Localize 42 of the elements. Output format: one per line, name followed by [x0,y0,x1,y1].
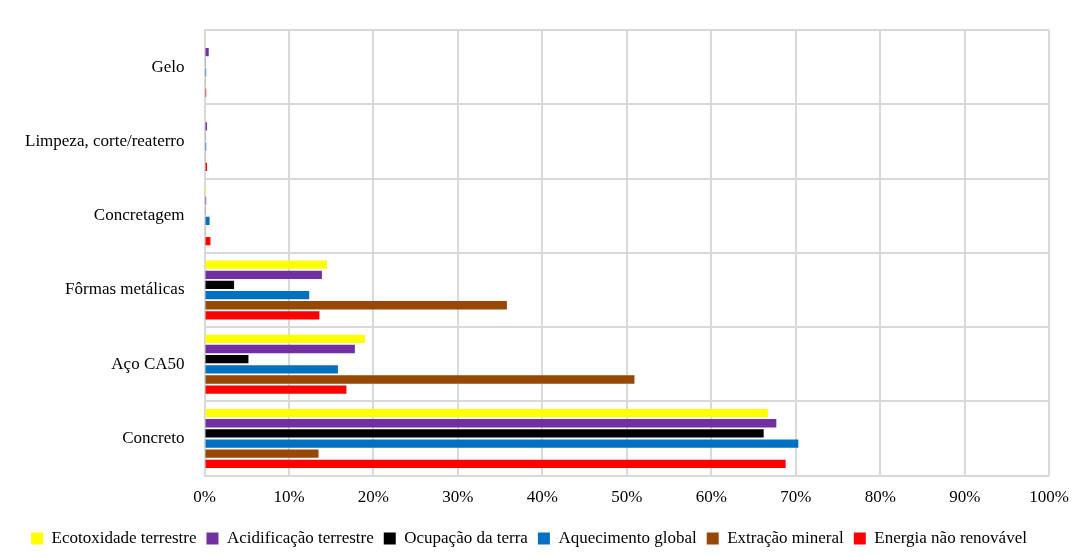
legend-label: Acidificação terrestre [226,527,374,547]
bar [205,290,310,300]
y-tick-label: Concretagem [93,205,185,225]
x-tick-label: 30% [442,487,474,507]
x-tick-label: 20% [357,487,390,507]
bar [205,301,507,310]
bar [205,216,210,226]
bar [205,334,365,344]
x-tick-label: 100% [1029,487,1070,507]
legend-label: Ocupação da terra [404,527,529,547]
legend-label: Extração mineral [727,527,845,547]
bar [205,419,777,428]
bar [205,260,327,269]
bar [205,280,235,290]
bar [205,439,799,448]
x-tick-label: 60% [695,487,727,507]
legend-label: Energia não renovável [874,527,1028,547]
legend-label: Aquecimento global [558,527,697,547]
x-tick-label: 90% [949,487,981,507]
bar [205,344,355,354]
x-tick-label: 10% [273,487,305,507]
bar [205,429,764,438]
bar [205,375,635,384]
y-tick-label: Concreto [122,427,185,447]
y-tick-label: Aço CA50 [111,353,185,373]
bar [205,365,338,374]
legend-label: Ecotoxidade terrestre [51,527,197,547]
y-tick-label: Gelo [151,56,185,76]
bar [205,311,320,320]
bar [205,385,347,394]
y-tick-label: Fôrmas metálicas [65,279,185,299]
bar [205,459,786,469]
x-tick-label: 0% [193,487,216,507]
y-tick-label: Limpeza, corte/reaterro [24,131,185,151]
bar [205,270,322,279]
bar [205,408,768,418]
bar [205,449,319,458]
x-tick-label: 40% [526,487,558,507]
x-tick-label: 80% [864,487,896,507]
x-tick-label: 70% [780,487,812,507]
bar [205,355,249,364]
x-tick-label: 50% [611,487,643,507]
